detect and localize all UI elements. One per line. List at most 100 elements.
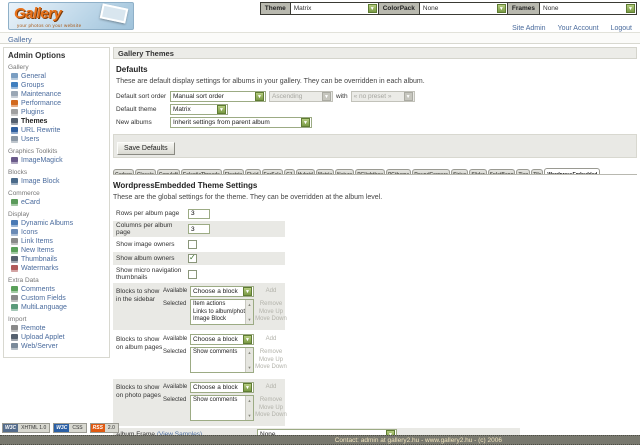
tab-fluid[interactable]: Fluid bbox=[245, 169, 261, 174]
available-label: Available bbox=[163, 288, 188, 294]
w3c-xhtml-badge[interactable]: W3C XHTML 1.0 bbox=[2, 423, 51, 433]
sidebar-item-groups[interactable]: Groups bbox=[8, 81, 107, 90]
selected-line: Selected Show comments ▲ ▼ Remove Move Up Move… bbox=[163, 347, 288, 373]
sidebar-item-image-block[interactable]: Image Block bbox=[8, 177, 107, 186]
sidebar-item-themes[interactable]: Themes bbox=[8, 117, 107, 126]
remote-icon bbox=[11, 325, 18, 332]
sidebar-item-new-items[interactable]: New Items bbox=[8, 246, 107, 255]
frames-select[interactable]: None ▼ bbox=[540, 3, 636, 14]
sidebar-item-general[interactable]: General bbox=[8, 72, 107, 81]
sidebar-item-label: Groups bbox=[21, 82, 44, 89]
sidebar-item-link-items[interactable]: Link Items bbox=[8, 237, 107, 246]
listbox-scrollbar[interactable]: ▲ ▼ bbox=[245, 396, 253, 420]
new-albums-select[interactable]: Inherit settings from parent album ▼ bbox=[170, 117, 312, 128]
sidebar-item-imagemagick[interactable]: ImageMagick bbox=[8, 156, 107, 165]
logo-tagline: your photos on your website bbox=[17, 23, 82, 28]
sidebar-item-custom-fields[interactable]: Custom Fields bbox=[8, 294, 107, 303]
sidebar-item-web-server[interactable]: Web/Server bbox=[8, 342, 107, 351]
gallery-logo[interactable]: Gallery your photos on your website bbox=[8, 2, 134, 30]
breadcrumb-gallery-link[interactable]: Gallery bbox=[8, 35, 32, 44]
setting-input-columns-per-album-page[interactable] bbox=[188, 224, 210, 234]
sidebar-item-thumbnails[interactable]: Thumbnails bbox=[8, 255, 107, 264]
colorpack-select[interactable]: None ▼ bbox=[419, 3, 508, 14]
tab-tile[interactable]: Tile bbox=[531, 169, 544, 174]
tab-tian[interactable]: Tian bbox=[516, 169, 531, 174]
sidebar-item-multilanguage[interactable]: MultiLanguage bbox=[8, 303, 107, 312]
breadcrumb[interactable]: Gallery bbox=[0, 32, 640, 44]
setting-row-rows-per-album-page: Rows per album page bbox=[113, 207, 285, 220]
choose-block-select[interactable]: Choose a block ▼ bbox=[190, 286, 254, 297]
thumbnails-icon bbox=[11, 256, 18, 263]
tab-classic[interactable]: Classic bbox=[134, 169, 156, 174]
tab-g1[interactable]: G1 bbox=[284, 169, 295, 174]
colorpack-select-value: None bbox=[422, 5, 439, 12]
user-link-site-admin[interactable]: Site Admin bbox=[512, 25, 546, 32]
user-link-your-account[interactable]: Your Account bbox=[557, 25, 599, 32]
selected-blocks-listbox[interactable]: Show comments ▲ ▼ bbox=[190, 395, 254, 421]
sort-preset-value: « no preset » bbox=[353, 93, 392, 100]
sidebar-item-url-rewrite[interactable]: URL Rewrite bbox=[8, 126, 107, 135]
setting-checkbox-show-micro-navigation-thumbnails[interactable] bbox=[188, 269, 197, 279]
tab-pglightbox[interactable]: PGlightbox bbox=[355, 169, 385, 174]
setting-checkbox-show-album-owners[interactable] bbox=[188, 253, 197, 263]
sidebar-item-plugins[interactable]: Plugins bbox=[8, 108, 107, 117]
tab-wordpressembedded[interactable]: WordpressEmbedded bbox=[544, 168, 601, 174]
tab-eclecticthreads[interactable]: EclecticThreads bbox=[180, 169, 222, 174]
select-arrow-icon: ▼ bbox=[367, 4, 377, 13]
choose-block-select[interactable]: Choose a block ▼ bbox=[190, 334, 254, 345]
selected-blocks-listbox[interactable]: Show comments ▲ ▼ bbox=[190, 347, 254, 373]
default-theme-select[interactable]: Matrix ▼ bbox=[170, 104, 228, 115]
tab-copyleft[interactable]: Copyleft bbox=[156, 169, 180, 174]
tab-roundcorners[interactable]: RoundCorners bbox=[412, 169, 451, 174]
sidebar-item-label: Image Block bbox=[21, 178, 60, 185]
listbox-scrollbar[interactable]: ▲ ▼ bbox=[245, 348, 253, 372]
listbox-scrollbar[interactable]: ▲ ▼ bbox=[245, 300, 253, 324]
listbox-item[interactable]: Image Block bbox=[193, 316, 227, 322]
setting-label: Columns per album page bbox=[116, 222, 173, 236]
defaults-section: Defaults These are default display setti… bbox=[113, 59, 637, 128]
setting-checkbox-show-image-owners[interactable] bbox=[188, 240, 197, 249]
sidebar-item-maintenance[interactable]: Maintenance bbox=[8, 90, 107, 99]
listbox-item[interactable]: Links to album/photo peers bbox=[193, 308, 253, 315]
sidebar-item-icons[interactable]: Icons bbox=[8, 228, 107, 237]
default-sort-order-select[interactable]: Manual sort order ▼ bbox=[170, 91, 266, 102]
tab-slider[interactable]: Slider bbox=[469, 169, 487, 174]
tab-splatbang[interactable]: SplatBang bbox=[487, 169, 516, 174]
tab-matrix[interactable]: Matrix bbox=[315, 169, 335, 174]
sidebar-item-watermarks[interactable]: Watermarks bbox=[8, 264, 107, 273]
sidebar-item-ecard[interactable]: eCard bbox=[8, 198, 107, 207]
add-link: Add bbox=[265, 336, 277, 342]
setting-input-rows-per-album-page[interactable] bbox=[188, 208, 210, 219]
frames-select-value: None bbox=[543, 5, 559, 12]
selected-label: Selected bbox=[163, 397, 187, 403]
tab-forsale[interactable]: ForSale bbox=[261, 169, 284, 174]
w3c-css-badge[interactable]: W3C CSS bbox=[53, 423, 87, 433]
tab-hybrid[interactable]: Hybrid bbox=[295, 169, 315, 174]
theme-select[interactable]: Matrix ▼ bbox=[290, 3, 379, 14]
tab-carbon[interactable]: Carbon bbox=[113, 169, 134, 174]
user-link-logout[interactable]: Logout bbox=[610, 25, 632, 32]
block-row-blocks-to-show-on-album-pages: Blocks to show on album pages Available Ch… bbox=[113, 331, 288, 378]
listbox-item[interactable]: Show comments bbox=[193, 349, 238, 355]
tab-floatrix[interactable]: Floatrix bbox=[222, 169, 245, 174]
rss-badge[interactable]: RSS 2.0 bbox=[89, 423, 119, 433]
listbox-item[interactable]: Show comments bbox=[193, 397, 238, 403]
choose-block-select[interactable]: Choose a block ▼ bbox=[190, 382, 254, 393]
setting-row-columns-per-album-page: Columns per album page bbox=[113, 221, 285, 237]
sidebar-item-users[interactable]: Users bbox=[8, 135, 107, 144]
setting-row-show-album-owners: Show album owners bbox=[113, 252, 285, 265]
validation-badges: W3C XHTML 1.0 W3C CSS RSS 2.0 bbox=[2, 423, 122, 433]
tab-siriux[interactable]: Siriux bbox=[451, 169, 469, 174]
view-samples-link[interactable]: (View Samples) bbox=[156, 430, 203, 438]
save-defaults-button[interactable]: Save Defaults bbox=[117, 142, 175, 155]
listbox-item[interactable]: Item actions bbox=[193, 301, 226, 307]
sidebar-item-upload-applet[interactable]: Upload Applet bbox=[8, 333, 107, 342]
sidebar-item-remote[interactable]: Remote bbox=[8, 324, 107, 333]
tab-pgtheme[interactable]: PGtheme bbox=[385, 169, 412, 174]
choose-block-value: Choose a block bbox=[193, 336, 238, 343]
sidebar-item-performance[interactable]: Performance bbox=[8, 99, 107, 108]
sidebar-item-dynamic-albums[interactable]: Dynamic Albums bbox=[8, 219, 107, 228]
sidebar-item-comments[interactable]: Comments bbox=[8, 285, 107, 294]
tab-nature[interactable]: Nature bbox=[335, 169, 355, 174]
